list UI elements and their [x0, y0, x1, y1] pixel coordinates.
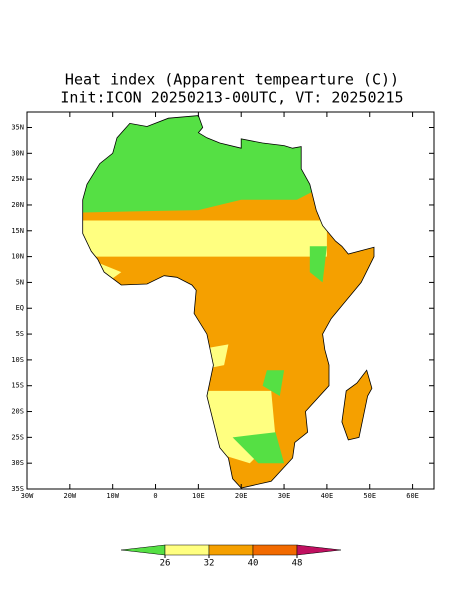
lat-tick-label: 10S	[11, 356, 24, 364]
lon-tick-label: 20E	[235, 492, 248, 500]
lon-tick-label: 30W	[21, 492, 34, 500]
lon-tick-label: 0	[153, 492, 157, 500]
lat-tick-label: 15S	[11, 382, 24, 390]
zone-warm	[82, 220, 327, 464]
colorbar-segment	[208, 544, 254, 556]
lat-tick-label: 10N	[11, 253, 24, 261]
map-title: Heat index (Apparent tempearture (C))	[65, 71, 399, 89]
colorbar-segment	[252, 544, 298, 556]
lon-tick-label: 20W	[64, 492, 77, 500]
lat-tick-label: 15N	[11, 227, 24, 235]
lat-tick-label: 25N	[11, 175, 24, 183]
zone-mild	[82, 115, 327, 464]
lat-tick-label: 20N	[11, 201, 24, 209]
lon-tick-label: 30E	[278, 492, 291, 500]
map-subtitle: Init:ICON 20250213-00UTC, VT: 20250215	[60, 89, 403, 107]
colorbar-segment	[120, 544, 166, 556]
lat-tick-label: 35N	[11, 123, 24, 131]
colorbar-label: 32	[204, 559, 215, 569]
lat-tick-label: 30N	[11, 149, 24, 157]
colorbar-label: 40	[248, 559, 259, 569]
colorbar-segment	[164, 544, 210, 556]
lon-tick-label: 10E	[192, 492, 205, 500]
lat-tick-label: 30S	[11, 459, 24, 467]
lat-tick-label: 5S	[16, 330, 24, 338]
lat-tick-label: 25S	[11, 433, 24, 441]
lat-tick-label: 35S	[11, 485, 24, 493]
lat-tick-label: EQ	[16, 304, 24, 312]
lat-tick-label: 5N	[16, 278, 24, 286]
lat-tick-label: 20S	[11, 408, 24, 416]
colorbar-label: 26	[160, 559, 171, 569]
colorbar-segment	[296, 544, 342, 556]
coastline	[82, 115, 375, 489]
colorbar-label: 48	[292, 559, 303, 569]
lon-tick-label: 60E	[406, 492, 419, 500]
lon-tick-label: 50E	[363, 492, 376, 500]
lon-tick-label: 40E	[321, 492, 334, 500]
lon-tick-label: 10W	[106, 492, 119, 500]
